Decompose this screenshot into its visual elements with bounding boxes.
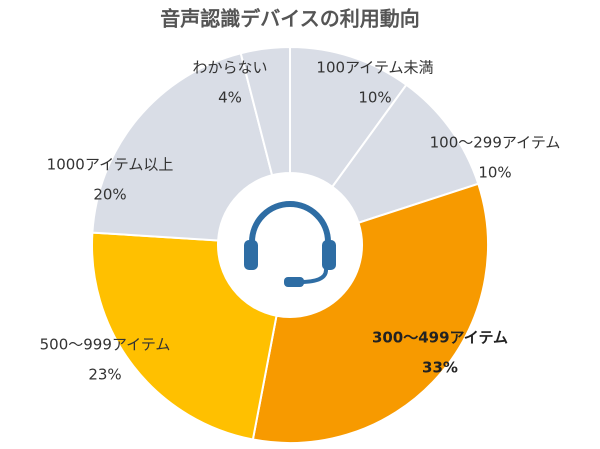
slice — [91, 52, 274, 242]
slice-label: 300～499アイテム — [372, 329, 508, 347]
slice — [251, 182, 489, 444]
slice — [239, 45, 291, 177]
value-label: 20% — [93, 186, 126, 204]
value-label: 23% — [88, 366, 121, 384]
slice-label: 1000アイテム以上 — [47, 156, 174, 174]
slice-label: わからない — [192, 59, 267, 77]
slice-label: 100～299アイテム — [430, 134, 561, 152]
slice — [91, 231, 278, 441]
chart-title: 音声認識デバイスの利用動向 — [160, 7, 419, 31]
slice-label: 100アイテム未満 — [316, 59, 433, 77]
slices — [91, 45, 489, 444]
value-label: 10% — [478, 164, 511, 182]
value-label: 4% — [218, 89, 242, 107]
value-label: 33% — [422, 359, 458, 377]
headset-icon — [244, 201, 336, 287]
slice-label: 500～999アイテム — [40, 336, 171, 354]
value-label: 10% — [358, 89, 391, 107]
